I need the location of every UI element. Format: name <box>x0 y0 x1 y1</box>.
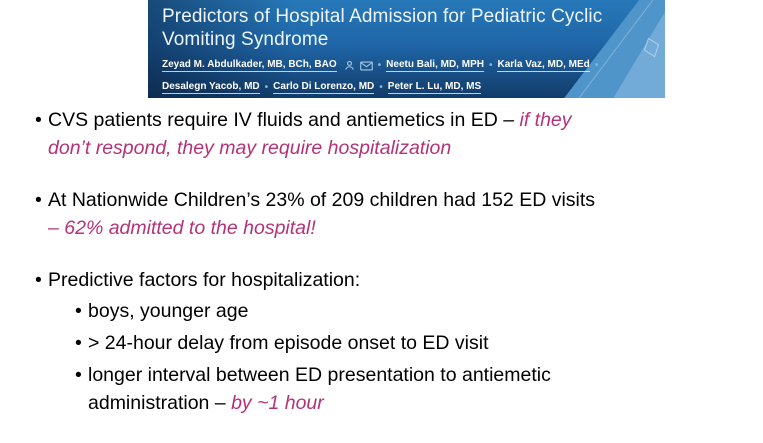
bullet-text: Predictive factors for hospitalization: <box>48 266 360 294</box>
bullet-item-predictive-factors: • Predictive factors for hospitalization… <box>0 266 763 294</box>
accent-text-segment: don’t respond, they may require hospital… <box>48 137 452 159</box>
accent-text-segment: – 62% admitted to the hospital! <box>48 217 316 239</box>
author-link: Carlo Di Lorenzo, MD <box>273 81 375 94</box>
author-separator: • <box>594 60 599 71</box>
author-link: Karla Vaz, MD, MEd <box>497 59 590 72</box>
slide-body: • CVS patients require IV fluids and ant… <box>0 106 763 421</box>
author-separator: • <box>264 82 269 93</box>
text-segment: > 24-hour delay from episode onset to ED… <box>88 332 489 354</box>
banner-content: Predictors of Hospital Admission for Ped… <box>148 0 665 98</box>
author-row-2: Desalegn Yacob, MD • Carlo Di Lorenzo, M… <box>162 81 651 94</box>
author-separator: • <box>377 60 382 71</box>
journal-header-banner: Predictors of Hospital Admission for Ped… <box>148 0 665 98</box>
bullet-item-cvs-ed: • CVS patients require IV fluids and ant… <box>0 106 763 162</box>
article-title: Predictors of Hospital Admission for Ped… <box>162 6 603 50</box>
text-segment: boys, younger age <box>88 300 249 322</box>
bullet-marker: • <box>35 269 42 291</box>
bullet-text: > 24-hour delay from episode onset to ED… <box>88 329 489 357</box>
bullet-marker: • <box>75 300 82 322</box>
text-segment: Predictive factors for hospitalization: <box>48 269 361 291</box>
text-segment: At Nationwide Children’s 23% of 209 chil… <box>48 189 596 211</box>
sub-bullet-item-interval: • longer interval between ED presentatio… <box>0 361 763 417</box>
bullet-text: boys, younger age <box>88 297 248 325</box>
author-link: Neetu Bali, MD, MPH <box>386 59 484 72</box>
author-link: Zeyad M. Abdulkader, MB, BCh, BAO <box>162 59 337 72</box>
author-row-1: Zeyad M. Abdulkader, MB, BCh, BAO • Neet… <box>162 59 651 72</box>
bullet-text: longer interval between ED presentation … <box>88 361 551 417</box>
person-icon <box>344 60 355 71</box>
sub-bullet-item-delay: • > 24-hour delay from episode onset to … <box>0 329 763 357</box>
bullet-marker: • <box>35 189 42 211</box>
bullet-marker: • <box>35 109 42 131</box>
bullet-marker: • <box>75 364 82 386</box>
author-link: Desalegn Yacob, MD <box>162 81 260 94</box>
bullet-text: CVS patients require IV fluids and antie… <box>48 106 572 162</box>
accent-text-segment: by ~1 hour <box>231 392 324 414</box>
bullet-item-nationwide: • At Nationwide Children’s 23% of 209 ch… <box>0 186 763 242</box>
text-segment: CVS patients require IV fluids and antie… <box>48 109 520 131</box>
sub-bullet-item-boys-age: • boys, younger age <box>0 297 763 325</box>
author-separator: • <box>488 60 493 71</box>
author-separator: • <box>379 82 383 93</box>
bullet-marker: • <box>75 332 82 354</box>
email-icon <box>359 60 373 71</box>
bullet-text: At Nationwide Children’s 23% of 209 chil… <box>48 186 595 242</box>
text-segment: longer interval between ED presentation … <box>88 364 551 386</box>
author-link: Peter L. Lu, MD, MS <box>387 81 482 94</box>
accent-text-segment: if they <box>519 109 572 131</box>
text-segment: administration – <box>88 392 232 414</box>
author-icons <box>344 60 373 71</box>
